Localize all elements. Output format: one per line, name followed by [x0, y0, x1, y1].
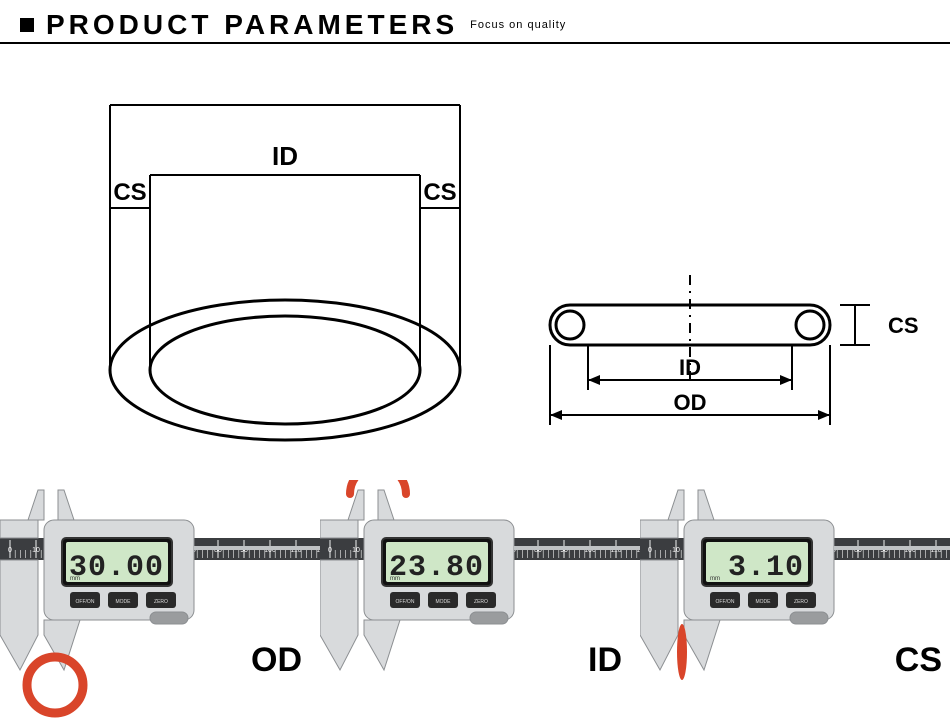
svg-text:0: 0	[648, 547, 652, 554]
svg-text:mm: mm	[70, 576, 80, 582]
diagram-label-id: ID	[272, 141, 298, 171]
svg-text:MODE: MODE	[756, 599, 772, 605]
diagram-label-cs-right: CS	[423, 179, 456, 206]
calipers-row: 010203040506070809010011012030.00mmOFF/O…	[0, 480, 950, 720]
header-bullet-square	[20, 18, 34, 32]
caliper-label-od: OD	[251, 641, 302, 680]
svg-text:OFF/ON: OFF/ON	[76, 599, 95, 605]
caliper-svg-cs: 01020304050607080901001101203.10mmOFF/ON…	[640, 480, 950, 720]
svg-text:0: 0	[8, 547, 12, 554]
svg-text:10: 10	[352, 547, 360, 554]
caliper-label-cs: CS	[895, 641, 942, 680]
svg-text:0: 0	[328, 547, 332, 554]
caliper-cell-cs: 01020304050607080901001101203.10mmOFF/ON…	[640, 480, 950, 720]
oring-ellipse-group: ID CS CS	[110, 105, 460, 440]
header-title: PRODUCT PARAMETERS	[46, 9, 458, 41]
svg-text:ZERO: ZERO	[154, 599, 168, 605]
cross-label-cs: CS	[888, 313, 919, 338]
diagram-label-cs-left: CS	[113, 179, 146, 206]
svg-text:mm: mm	[710, 576, 720, 582]
svg-text:23.80: 23.80	[389, 551, 484, 585]
diagram-area: ID CS CS CS	[0, 50, 950, 480]
header-subtitle: Focus on quality	[470, 19, 566, 31]
svg-text:MODE: MODE	[436, 599, 452, 605]
cross-label-id: ID	[679, 355, 701, 380]
cross-label-od: OD	[674, 390, 707, 415]
svg-text:ZERO: ZERO	[474, 599, 488, 605]
svg-text:10: 10	[32, 547, 40, 554]
caliper-cell-od: 010203040506070809010011012030.00mmOFF/O…	[0, 480, 320, 720]
svg-text:OFF/ON: OFF/ON	[396, 599, 415, 605]
svg-text:30.00: 30.00	[69, 551, 164, 585]
caliper-label-id: ID	[588, 641, 622, 680]
crosssection-group: CS ID OD	[550, 275, 919, 425]
caliper-svg-id: 010203040506070809010011012023.80mmOFF/O…	[320, 480, 640, 720]
header: PRODUCT PARAMETERS Focus on quality	[0, 0, 950, 50]
caliper-svg-od: 010203040506070809010011012030.00mmOFF/O…	[0, 480, 320, 720]
svg-text:10: 10	[672, 547, 680, 554]
svg-text:ZERO: ZERO	[794, 599, 808, 605]
svg-text:MODE: MODE	[116, 599, 132, 605]
header-underline	[0, 42, 950, 44]
svg-text:OFF/ON: OFF/ON	[716, 599, 735, 605]
svg-text:3.10: 3.10	[728, 551, 804, 585]
caliper-cell-id: 010203040506070809010011012023.80mmOFF/O…	[320, 480, 640, 720]
svg-text:mm: mm	[390, 576, 400, 582]
parameter-diagram-svg: ID CS CS CS	[0, 50, 950, 480]
